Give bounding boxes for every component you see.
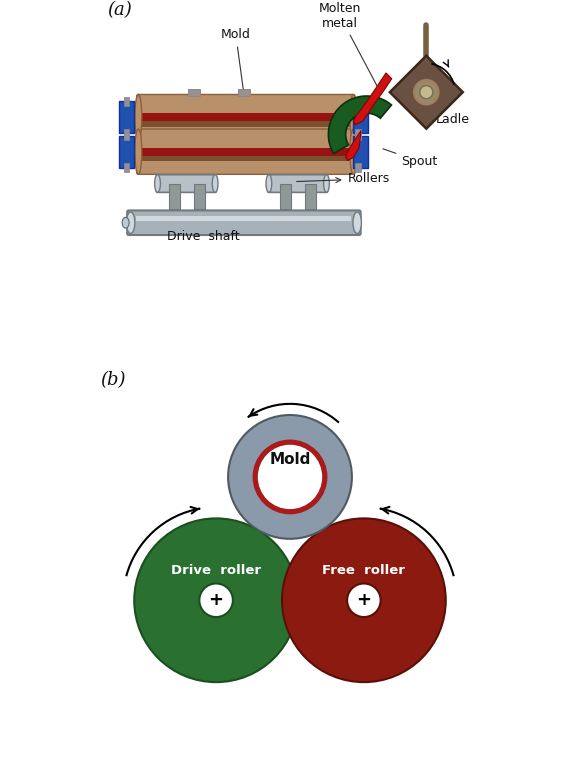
Polygon shape bbox=[390, 56, 463, 128]
FancyBboxPatch shape bbox=[140, 121, 351, 124]
Text: Ladle: Ladle bbox=[436, 113, 470, 126]
Circle shape bbox=[258, 445, 322, 509]
Ellipse shape bbox=[126, 212, 135, 233]
Bar bbox=[280, 184, 291, 209]
FancyBboxPatch shape bbox=[124, 98, 129, 105]
Ellipse shape bbox=[266, 175, 272, 193]
FancyBboxPatch shape bbox=[268, 175, 328, 193]
Ellipse shape bbox=[122, 217, 129, 228]
Circle shape bbox=[255, 442, 325, 512]
FancyBboxPatch shape bbox=[137, 129, 355, 174]
FancyBboxPatch shape bbox=[157, 175, 216, 193]
Text: (a): (a) bbox=[108, 2, 132, 19]
Text: (b): (b) bbox=[100, 371, 126, 389]
FancyBboxPatch shape bbox=[353, 101, 368, 134]
Bar bbox=[169, 184, 180, 209]
Circle shape bbox=[134, 518, 298, 682]
Ellipse shape bbox=[353, 212, 361, 233]
Bar bbox=[136, 216, 351, 221]
Polygon shape bbox=[328, 96, 392, 154]
Bar bbox=[138, 147, 353, 155]
Ellipse shape bbox=[324, 175, 329, 193]
Text: Drive  shaft: Drive shaft bbox=[167, 230, 240, 243]
Bar bbox=[194, 184, 205, 209]
Ellipse shape bbox=[135, 129, 142, 174]
FancyBboxPatch shape bbox=[127, 210, 361, 235]
Circle shape bbox=[414, 80, 438, 104]
Bar bbox=[188, 89, 200, 96]
Text: Spout: Spout bbox=[383, 149, 438, 168]
Text: Mold: Mold bbox=[269, 452, 311, 467]
Bar bbox=[238, 89, 249, 96]
FancyBboxPatch shape bbox=[356, 132, 361, 140]
Ellipse shape bbox=[155, 175, 161, 193]
Ellipse shape bbox=[212, 175, 218, 193]
Ellipse shape bbox=[350, 94, 357, 140]
FancyBboxPatch shape bbox=[119, 135, 134, 168]
FancyBboxPatch shape bbox=[119, 101, 134, 134]
Text: Rollers: Rollers bbox=[296, 172, 390, 185]
Text: +: + bbox=[356, 591, 371, 609]
Text: Mold: Mold bbox=[221, 28, 251, 91]
Polygon shape bbox=[346, 131, 361, 161]
Circle shape bbox=[200, 584, 233, 617]
Text: Free  roller: Free roller bbox=[322, 564, 405, 577]
FancyBboxPatch shape bbox=[353, 135, 368, 168]
Bar bbox=[305, 184, 316, 209]
Circle shape bbox=[420, 85, 433, 99]
Ellipse shape bbox=[135, 94, 142, 140]
Circle shape bbox=[347, 584, 380, 617]
FancyBboxPatch shape bbox=[356, 164, 361, 172]
FancyBboxPatch shape bbox=[124, 132, 129, 140]
Bar bbox=[138, 121, 353, 127]
FancyBboxPatch shape bbox=[124, 164, 129, 172]
Bar bbox=[138, 156, 353, 161]
Text: Drive  roller: Drive roller bbox=[171, 564, 261, 577]
Bar bbox=[138, 113, 353, 121]
Polygon shape bbox=[353, 73, 392, 124]
Circle shape bbox=[282, 518, 446, 682]
Ellipse shape bbox=[350, 129, 357, 174]
FancyBboxPatch shape bbox=[140, 155, 351, 160]
FancyBboxPatch shape bbox=[356, 128, 361, 137]
Circle shape bbox=[228, 415, 352, 539]
FancyBboxPatch shape bbox=[356, 98, 361, 105]
FancyBboxPatch shape bbox=[124, 128, 129, 137]
Text: +: + bbox=[209, 591, 224, 609]
Text: Molten
metal: Molten metal bbox=[319, 2, 377, 86]
FancyBboxPatch shape bbox=[137, 94, 355, 140]
